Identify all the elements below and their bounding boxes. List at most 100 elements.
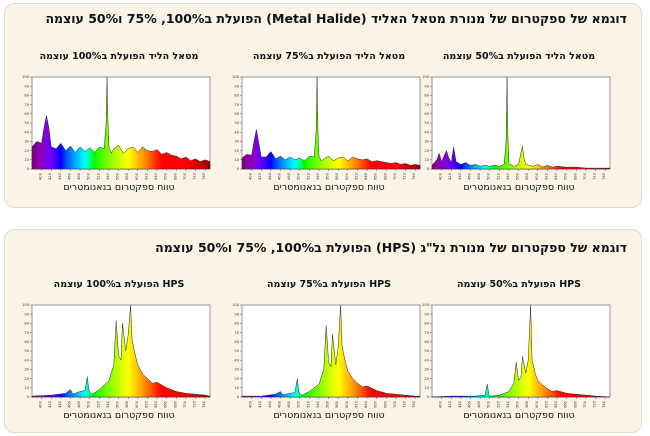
x-tick-label: 500	[87, 172, 91, 180]
y-tick-label: 90	[234, 312, 239, 316]
x-tick-label: 420	[48, 400, 52, 408]
x-tick-label: 640	[154, 172, 158, 180]
x-tick-label: 460	[67, 400, 71, 408]
x-tick-label: 660	[164, 172, 168, 180]
x-tick-label: 500	[487, 400, 491, 408]
y-tick-label: 90	[24, 312, 29, 316]
chart-title: HPS הפועלת ב50% עוצמה	[456, 279, 582, 290]
y-tick-label: 30	[234, 368, 239, 372]
y-tick-label: 30	[234, 140, 239, 144]
x-tick-label: 560	[516, 172, 520, 180]
x-tick-label: 520	[96, 172, 100, 180]
x-tick-label: 460	[467, 400, 471, 408]
chart-title: HPS הפועלת ב100% עוצמה	[53, 279, 185, 290]
x-tick-label: 560	[116, 172, 120, 180]
y-tick-label: 30	[24, 368, 29, 372]
x-tick-label: 540	[316, 172, 320, 180]
x-tick-label: 740	[412, 400, 416, 408]
x-tick-label: 440	[268, 172, 272, 180]
y-tick-label: 100	[232, 303, 240, 307]
x-tick-label: 580	[525, 172, 529, 180]
spectrum-plot: 0 10 20 30 40 50 60 70 80 90 100 400 420 440 460 480 500…	[22, 75, 211, 180]
x-tick-label: 680	[173, 400, 177, 408]
x-tick-label: 560	[116, 400, 120, 408]
spectrum-area	[241, 304, 421, 398]
y-tick-label: 60	[234, 112, 239, 116]
x-tick-label: 480	[77, 400, 81, 408]
y-tick-label: 40	[234, 358, 239, 362]
x-axis-label: טווח ספקטרום בנאנומטרים	[273, 410, 385, 421]
spectrum-area	[241, 76, 421, 170]
x-tick-label: 500	[297, 172, 301, 180]
x-tick-label: 680	[383, 400, 387, 408]
y-tick-label: 80	[234, 94, 239, 98]
x-tick-label: 720	[193, 172, 197, 180]
x-tick-label: 660	[374, 172, 378, 180]
x-tick-label: 700	[583, 400, 587, 408]
x-tick-label: 480	[77, 172, 81, 180]
y-tick-label: 20	[234, 149, 239, 153]
y-tick-label: 50	[424, 121, 429, 125]
y-tick-label: 0	[27, 167, 30, 171]
x-tick-label: 620	[544, 172, 548, 180]
y-tick-label: 100	[422, 75, 430, 79]
y-tick-label: 30	[424, 140, 429, 144]
spectrum-area	[431, 76, 611, 170]
y-tick-label: 30	[24, 140, 29, 144]
spectrum-area	[431, 304, 611, 398]
x-tick-label: 520	[496, 172, 500, 180]
y-tick-label: 50	[24, 121, 29, 125]
x-tick-label: 740	[202, 400, 206, 408]
x-tick-label: 540	[506, 172, 510, 180]
x-tick-label: 500	[297, 400, 301, 408]
spectrum-plot: 0 10 20 30 40 50 60 70 80 90 100 400 420 440 460 480 500…	[22, 303, 211, 408]
y-tick-label: 0	[237, 395, 240, 399]
y-tick-label: 70	[24, 331, 29, 335]
x-tick-label: 600	[135, 400, 139, 408]
y-tick-label: 0	[427, 167, 430, 171]
x-tick-label: 720	[593, 172, 597, 180]
y-tick-label: 90	[424, 84, 429, 88]
x-tick-label: 480	[287, 172, 291, 180]
x-tick-label: 540	[106, 400, 110, 408]
x-tick-label: 640	[554, 172, 558, 180]
spectrum-plot: 0 10 20 30 40 50 60 70 80 90 100 400 420 440 460 480 500…	[232, 303, 421, 408]
y-tick-label: 60	[234, 340, 239, 344]
x-tick-label: 700	[183, 400, 187, 408]
x-tick-label: 540	[506, 400, 510, 408]
x-tick-label: 440	[268, 400, 272, 408]
y-tick-label: 80	[24, 322, 29, 326]
x-tick-label: 440	[58, 400, 62, 408]
x-tick-label: 620	[144, 400, 148, 408]
y-tick-label: 60	[24, 112, 29, 116]
x-tick-label: 580	[125, 400, 129, 408]
x-tick-label: 460	[67, 172, 71, 180]
y-tick-label: 100	[422, 303, 430, 307]
x-tick-label: 500	[487, 172, 491, 180]
x-tick-label: 520	[306, 400, 310, 408]
x-tick-label: 680	[573, 400, 577, 408]
x-tick-label: 580	[335, 400, 339, 408]
x-tick-label: 480	[477, 400, 481, 408]
spectrum-area	[31, 304, 211, 398]
x-tick-label: 520	[96, 400, 100, 408]
x-tick-label: 680	[573, 172, 577, 180]
metal-halide-panel-title: דוגמא של ספקטרום של מנורת מטאל האליד (Me…	[45, 11, 627, 26]
x-tick-label: 420	[448, 172, 452, 180]
y-tick-label: 10	[234, 386, 239, 390]
chart-title: מטאל הליד הפועלת ב100% עוצמה	[39, 51, 199, 62]
x-tick-label: 400	[39, 400, 43, 408]
x-tick-label: 520	[496, 400, 500, 408]
y-tick-label: 90	[234, 84, 239, 88]
chart-title: מטאל הליד הפועלת ב75% עוצמה	[252, 51, 406, 62]
y-tick-label: 20	[234, 377, 239, 381]
x-tick-label: 540	[106, 172, 110, 180]
x-tick-label: 720	[593, 400, 597, 408]
x-tick-label: 640	[364, 172, 368, 180]
x-tick-label: 440	[458, 172, 462, 180]
y-tick-label: 10	[424, 158, 429, 162]
y-tick-label: 30	[424, 368, 429, 372]
x-tick-label: 480	[287, 400, 291, 408]
x-tick-label: 500	[87, 400, 91, 408]
x-tick-label: 700	[183, 172, 187, 180]
